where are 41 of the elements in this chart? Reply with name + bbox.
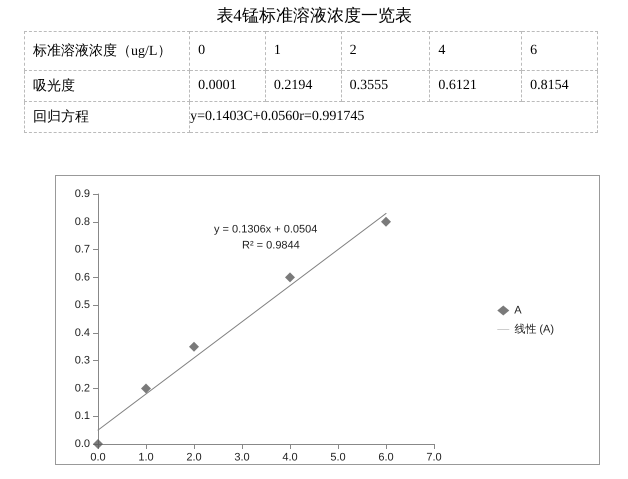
- y-tick-label: 0.0: [74, 438, 90, 450]
- point: [381, 216, 391, 227]
- y-tick-label: 0.7: [74, 244, 90, 256]
- legend-label: 线性 (A): [514, 322, 554, 336]
- y-tick-label: 0.8: [74, 216, 90, 228]
- text: 2: [341, 32, 430, 70]
- text: 回归方程: [24, 102, 190, 132]
- x-tick-label: 0.0: [90, 452, 106, 464]
- text: y=0.1403C+0.0560r=0.991745: [190, 102, 598, 132]
- text: 0.8154: [522, 70, 598, 102]
- text: 0.2194: [265, 70, 342, 102]
- text: 0.0001: [190, 70, 266, 102]
- y-tick-label: 0.6: [74, 271, 90, 284]
- x-tick-label: 7.0: [426, 452, 442, 464]
- text: 吸光度: [24, 70, 190, 102]
- legend-label: A: [514, 304, 522, 316]
- text: 表4锰标准溶液浓度一览表: [215, 5, 413, 27]
- annotation: y = 0.1306x + 0.0504: [214, 224, 318, 236]
- x-tick-label: 3.0: [234, 452, 250, 464]
- x-tick-label: 4.0: [282, 452, 298, 464]
- y-tick-label: 0.3: [74, 354, 90, 367]
- text: 0.6121: [430, 70, 522, 102]
- x-tick-label: 2.0: [186, 452, 202, 464]
- x-tick-label: 6.0: [378, 452, 394, 464]
- text: 标准溶液浓度（ug/L）: [24, 32, 190, 70]
- text: 1: [265, 32, 342, 70]
- x-tick-label: 1.0: [138, 452, 154, 464]
- y-tick-label: 0.2: [74, 382, 90, 394]
- x-tick-label: 5.0: [330, 452, 346, 464]
- y-tick-label: 0.9: [74, 188, 90, 200]
- y-tick-label: 0.5: [74, 299, 90, 312]
- text: 4: [430, 32, 522, 70]
- point: [285, 272, 295, 282]
- text: 0: [190, 32, 266, 70]
- y-tick-label: 0.4: [74, 326, 90, 339]
- annotation: R² = 0.9844: [242, 240, 300, 252]
- text: 0.3555: [341, 70, 430, 102]
- text: 6: [522, 32, 598, 70]
- point: [189, 342, 199, 352]
- point: [141, 383, 151, 394]
- y-tick-label: 0.1: [74, 410, 90, 422]
